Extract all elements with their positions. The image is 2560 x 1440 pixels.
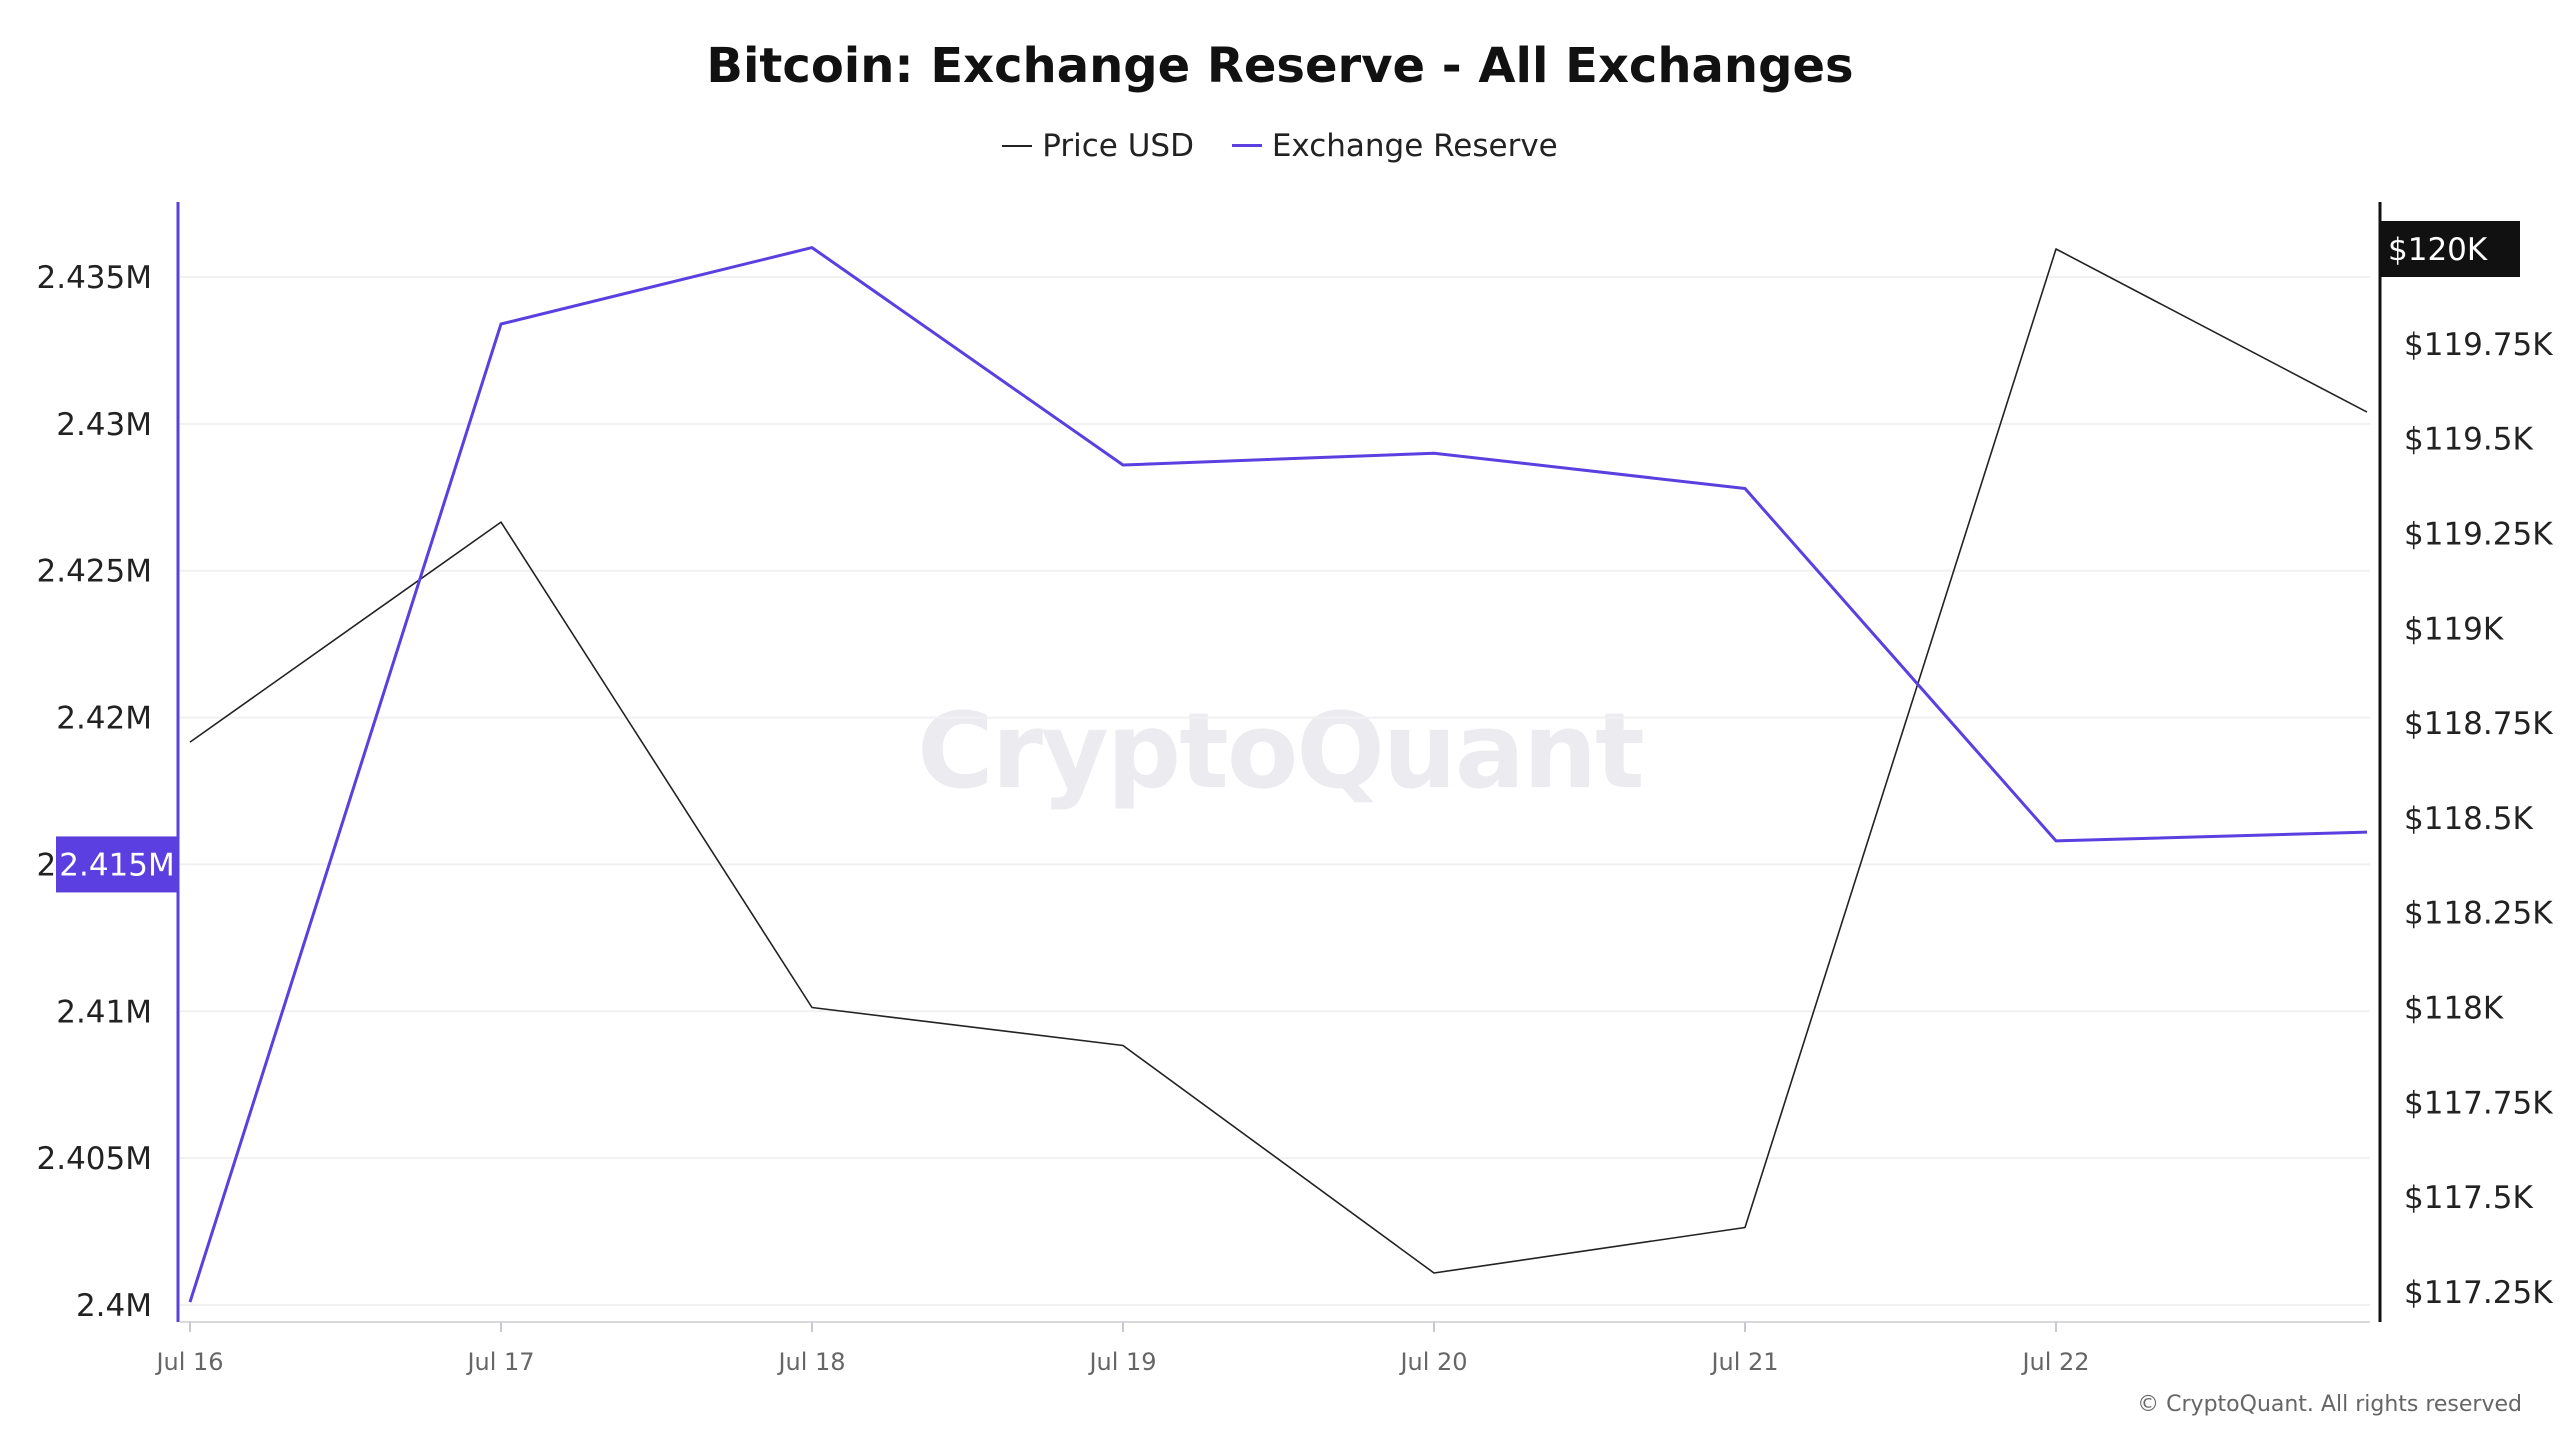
gridlines (180, 276, 2370, 1306)
right-tick-label: $117.25K (2404, 1275, 2553, 1311)
right-tick-label: $118K (2404, 991, 2504, 1027)
right-tick-label: $118.75K (2404, 706, 2553, 742)
legend-swatch-reserve (1231, 144, 1262, 147)
x-tick-label: Jul 16 (154, 1348, 223, 1376)
x-tick-label: Jul 19 (1087, 1348, 1156, 1376)
left-tick-label: 2.42M (56, 701, 152, 737)
exchange-reserve-line (188, 246, 2368, 1303)
left-tick-label: 2.435M (37, 260, 153, 296)
legend-item-price[interactable]: Price USD (1002, 128, 1194, 164)
chart-title: Bitcoin: Exchange Reserve - All Exchange… (706, 38, 1854, 94)
left-value-tag (56, 836, 178, 893)
right-tick-label: $119.5K (2404, 422, 2533, 458)
x-tick-label: Jul 21 (1709, 1348, 1778, 1376)
right-tick-label: $117.75K (2404, 1085, 2553, 1121)
x-tick-label: Jul 20 (1398, 1348, 1467, 1376)
right-tick-label: $118.5K (2404, 801, 2533, 837)
right-tick-label: $119K (2404, 611, 2504, 647)
left-value-tag-label: 2.415M (59, 847, 175, 883)
right-tick-label: $117.5K (2404, 1180, 2533, 1216)
left-tick-label: 2.43M (56, 407, 152, 443)
right-tick-label: $119.75K (2404, 327, 2553, 363)
legend-item-reserve[interactable]: Exchange Reserve (1231, 128, 1558, 164)
left-tick-label: 2.4M (76, 1288, 152, 1324)
left-tick-label: 2.405M (37, 1141, 153, 1177)
right-tick-label: $118.25K (2404, 896, 2553, 932)
x-tick-label: Jul 22 (2020, 1348, 2089, 1376)
price-usd-line (189, 248, 2368, 1274)
left-tick-label: 2.425M (37, 554, 153, 590)
x-tick-label: Jul 17 (465, 1348, 534, 1376)
right-tick-label: $119.25K (2404, 516, 2553, 552)
legend-label-price: Price USD (1042, 128, 1194, 164)
axis-labels: 2.4M 2.405M 2.41M 2.415M 2.42M 2.425M 2.43M 2.4… (37, 221, 2553, 1376)
legend-swatch-price (1002, 144, 1033, 147)
right-value-tag-label: $120K (2388, 232, 2488, 268)
legend-label-reserve: Exchange Reserve (1271, 128, 1558, 164)
watermark: CryptoQuant (917, 690, 1644, 812)
right-value-tag (2380, 221, 2520, 277)
axes (176, 202, 2382, 1332)
left-tick-label: 2.41M (56, 994, 152, 1030)
legend: Price USD Exchange Reserve (0, 128, 2560, 164)
x-tick-label: Jul 18 (776, 1348, 845, 1376)
series (188, 246, 2368, 1303)
copyright-notice: © CryptoQuant. All rights reserved (2137, 1392, 2522, 1417)
